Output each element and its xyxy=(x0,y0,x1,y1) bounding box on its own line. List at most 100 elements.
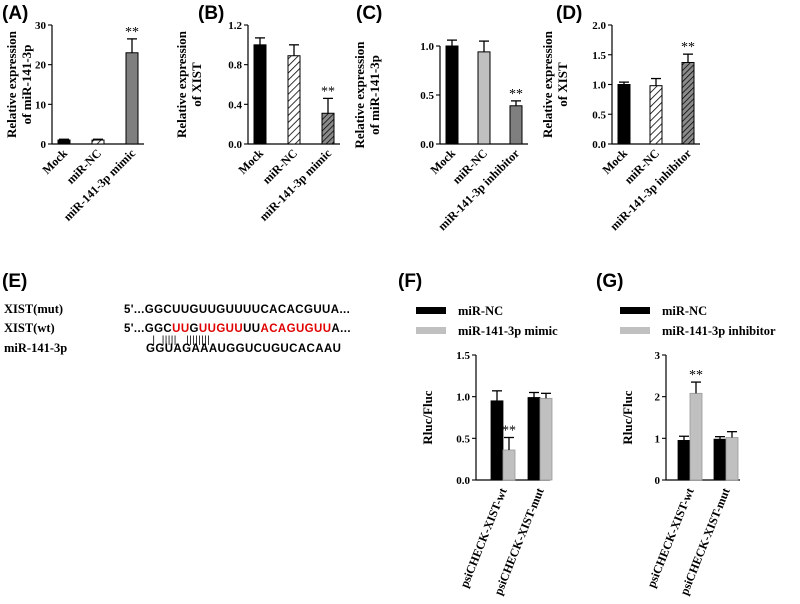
bar xyxy=(681,61,695,145)
bar xyxy=(725,437,739,481)
y-axis-label: of XIST xyxy=(555,62,570,107)
bar xyxy=(57,139,71,145)
y-tick-label: 1.0 xyxy=(420,41,434,53)
legend-entry: miR-141-3p inhibitor xyxy=(662,324,776,338)
sequence: 5'...GGCUUGUUGUUUUCACACGUUA... xyxy=(124,304,350,316)
seed-match-segment: ACAGUGUU xyxy=(261,323,332,335)
y-tick-label: 10 xyxy=(35,99,47,111)
significance-mark: ** xyxy=(681,40,695,55)
y-tick-label: 1.0 xyxy=(592,80,606,92)
panel-a: (A) Relative expression of miR-141-3p 0 10 20… xyxy=(2,3,144,224)
sequence-segment: G xyxy=(190,323,199,335)
bar xyxy=(91,139,105,145)
panel-f: (F) miR-NC miR-141-3p mimic Rluc/Fluc 0.0 0.5… xyxy=(398,271,558,597)
bar xyxy=(253,44,267,145)
y-axis-label: Relative expression xyxy=(352,41,367,149)
panel-label: (E) xyxy=(2,271,27,292)
y-tick-label: 0.0 xyxy=(592,139,606,151)
y-axis-label: Rluc/Fluc xyxy=(620,390,635,444)
bar xyxy=(477,51,491,145)
y-tick-label: 2 xyxy=(655,392,661,404)
sequence-name: XIST(mut) xyxy=(4,302,63,316)
sequence-prefix: 5'... xyxy=(124,304,145,316)
y-tick-label: 1.2 xyxy=(228,20,242,32)
y-tick-label: 0.5 xyxy=(456,433,470,445)
sequence-name: miR-141-3p xyxy=(4,341,67,355)
legend-entry: miR-NC xyxy=(662,304,707,318)
y-axis-label: of miR-141-3p xyxy=(367,55,382,135)
bar xyxy=(490,400,504,481)
panel-g: (G) miR-NC miR-141-3p inhibitor Rluc/Fluc 0 1… xyxy=(596,271,776,597)
bar xyxy=(509,105,523,145)
significance-mark: ** xyxy=(125,25,139,40)
y-tick-label: 0.0 xyxy=(420,139,434,151)
bar xyxy=(445,45,459,145)
sequence-segment: GGC xyxy=(145,323,172,335)
panel-label: (D) xyxy=(556,3,582,24)
y-tick-label: 0.8 xyxy=(228,60,242,72)
y-tick-label: 0.0 xyxy=(456,475,470,487)
sequence-prefix: 5'... xyxy=(124,323,145,335)
significance-mark: ** xyxy=(689,368,703,383)
sequence: 5'...GGCUUGUUGUUUUACAGUGUUA... xyxy=(124,323,351,335)
legend-entry: miR-141-3p mimic xyxy=(458,324,558,338)
panel-label: (G) xyxy=(596,271,623,292)
bar xyxy=(649,85,663,145)
legend-swatch xyxy=(416,327,446,334)
significance-mark: ** xyxy=(509,87,523,102)
bar xyxy=(125,52,139,145)
bar xyxy=(321,112,335,145)
y-tick-label: 0 xyxy=(41,139,47,151)
sequence-segment: GGUAGAAAUGGUCUGUCACAAU xyxy=(146,343,341,355)
bar xyxy=(539,397,553,481)
significance-mark: ** xyxy=(502,424,516,439)
panel-label: (B) xyxy=(198,3,224,24)
panel-d: (D)Relative expression of XIST 0.0 0.5 1.0 1.… xyxy=(540,3,700,233)
y-tick-label: 30 xyxy=(35,20,47,32)
y-axis-label: of miR-141-3p xyxy=(19,45,34,125)
y-tick-label: 1 xyxy=(655,433,661,445)
bar xyxy=(502,449,516,481)
panel-label: (F) xyxy=(398,271,422,292)
sequence: GGUAGAAAUGGUCUGUCACAAU xyxy=(146,343,341,355)
bar xyxy=(689,392,703,481)
y-tick-label: 0.0 xyxy=(228,139,242,151)
y-tick-label: 0 xyxy=(655,475,661,487)
panel-b: (B) Relative expression of XIST 0.0 0.4 0.8 1.… xyxy=(174,3,340,224)
sequence-name: XIST(wt) xyxy=(4,321,55,335)
legend-swatch xyxy=(620,307,650,314)
legend-swatch xyxy=(620,327,650,334)
bar xyxy=(527,397,541,481)
legend-entry: miR-NC xyxy=(458,304,503,318)
sequence-segment: GGCUUGUUGUUUUCACACGUUA xyxy=(145,304,340,316)
y-tick-label: 20 xyxy=(35,60,47,72)
y-axis-label: of XIST xyxy=(189,62,204,107)
sequence-segment: A... xyxy=(331,323,351,335)
y-axis-label: Relative expression xyxy=(540,30,555,138)
y-tick-label: 1.5 xyxy=(456,350,470,362)
y-tick-label: 0.5 xyxy=(592,109,606,121)
panel-c: (C) Relative expression of miR-141-3p 0.0 0.… xyxy=(352,3,528,233)
bar xyxy=(713,438,727,481)
bar xyxy=(287,55,301,145)
bar xyxy=(677,440,691,481)
legend-swatch xyxy=(416,307,446,314)
y-tick-label: 2.0 xyxy=(592,20,606,32)
pairing-marks: | ||||| |||||||| xyxy=(146,335,210,346)
y-tick-label: 0.5 xyxy=(420,90,434,102)
panel-e-sequence-alignment: (E) XIST(mut) 5'...GGCUUGUUGUUUUCACACGUUA.… xyxy=(2,271,351,355)
y-tick-label: 0.4 xyxy=(228,99,242,111)
y-tick-label: 1.5 xyxy=(592,50,606,62)
seed-match-segment: UUGUU xyxy=(199,323,243,335)
y-axis-label: Relative expression xyxy=(174,30,189,138)
sequence-segment: UU xyxy=(243,323,260,335)
bar xyxy=(617,84,631,145)
y-axis-label: Relative expression xyxy=(4,30,19,138)
panel-label: (C) xyxy=(356,3,382,24)
y-tick-label: 1.0 xyxy=(456,392,470,404)
sequence-segment: ... xyxy=(339,304,350,316)
y-axis-label: Rluc/Fluc xyxy=(420,390,435,444)
panel-label: (A) xyxy=(2,3,28,24)
significance-mark: ** xyxy=(321,84,335,99)
